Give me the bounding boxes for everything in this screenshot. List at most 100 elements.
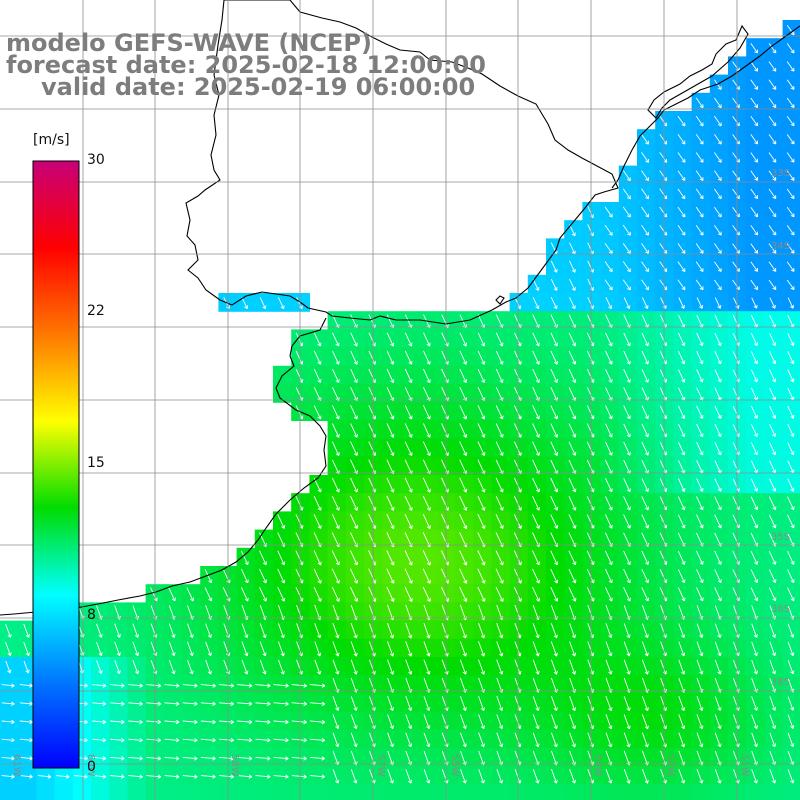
wind-cell xyxy=(327,566,347,585)
wind-cell xyxy=(764,365,784,385)
wind-cell xyxy=(673,274,693,294)
wind-arrow xyxy=(732,405,740,419)
wind-arrow xyxy=(387,641,395,657)
wind-arrow xyxy=(422,550,431,566)
wind-arrow xyxy=(273,701,289,707)
wind-cell xyxy=(582,748,602,767)
wind-arrow xyxy=(259,297,267,310)
wind-cell xyxy=(600,420,620,440)
wind-arrow xyxy=(92,701,107,706)
wind-arrow xyxy=(350,769,358,784)
wind-cell xyxy=(163,711,183,731)
wind-arrow xyxy=(219,719,234,725)
wind-arrow xyxy=(677,225,686,236)
wind-cell xyxy=(509,384,529,403)
wind-cell xyxy=(782,475,800,494)
wind-arrow xyxy=(313,368,322,383)
wind-cell xyxy=(564,347,583,367)
wind-cell xyxy=(655,402,674,421)
wind-arrow xyxy=(496,696,504,711)
wind-cell xyxy=(673,638,693,658)
wind-cell xyxy=(764,729,784,749)
wind-arrow xyxy=(714,569,722,584)
wind-cell xyxy=(709,202,729,221)
wind-arrow xyxy=(404,350,413,365)
wind-arrow xyxy=(569,623,577,639)
wind-arrow xyxy=(313,405,322,420)
wind-arrow xyxy=(331,568,340,584)
wind-arrow xyxy=(1,701,15,706)
wind-cell xyxy=(109,693,128,713)
wind-arrow xyxy=(422,513,431,530)
wind-cell xyxy=(163,784,183,800)
wind-cell xyxy=(18,675,37,694)
wind-arrow xyxy=(786,188,795,200)
wind-arrow xyxy=(182,738,198,743)
wind-cell xyxy=(746,111,765,130)
wind-arrow xyxy=(96,623,103,638)
wind-cell xyxy=(236,602,256,622)
wind-cell xyxy=(509,584,529,603)
wind-cell xyxy=(236,675,256,694)
wind-arrow xyxy=(350,641,358,657)
wind-cell xyxy=(382,566,401,585)
wind-cell xyxy=(782,711,800,731)
wind-arrow xyxy=(309,719,326,725)
wind-cell xyxy=(291,511,310,531)
wind-cell xyxy=(673,202,693,221)
wind-cell xyxy=(418,493,438,512)
wind-arrow xyxy=(532,623,540,639)
wind-cell xyxy=(527,638,547,658)
wind-arrow xyxy=(678,641,686,657)
wind-arrow xyxy=(495,514,504,529)
wind-cell xyxy=(582,620,602,640)
wind-cell xyxy=(163,657,183,676)
wind-arrow xyxy=(19,774,33,779)
wind-cell xyxy=(655,475,674,494)
wind-cell xyxy=(600,547,620,567)
wind-cell xyxy=(600,657,620,676)
wind-cell xyxy=(728,256,747,276)
wind-arrow xyxy=(532,350,540,365)
wind-cell xyxy=(709,365,729,385)
wind-arrow xyxy=(787,333,795,346)
wind-cell xyxy=(455,493,474,512)
wind-arrow xyxy=(732,333,740,346)
wind-arrow xyxy=(751,732,758,748)
wind-arrow xyxy=(750,152,759,163)
wind-cell xyxy=(709,147,729,167)
wind-cell xyxy=(455,620,474,640)
grid-label-latitude: 35S xyxy=(771,532,790,543)
wind-cell xyxy=(182,657,201,676)
wind-arrow xyxy=(404,477,413,493)
grid-label-longitude: 54W xyxy=(592,754,603,777)
wind-arrow xyxy=(350,368,358,383)
wind-arrow xyxy=(750,514,759,529)
wind-arrow xyxy=(200,701,216,706)
wind-cell xyxy=(254,620,274,640)
wind-cell xyxy=(709,493,729,512)
wind-cell xyxy=(673,566,693,585)
wind-cell xyxy=(36,784,56,800)
wind-arrow xyxy=(128,774,143,779)
wind-cell xyxy=(746,129,765,148)
wind-arrow xyxy=(495,423,504,438)
wind-arrow xyxy=(386,495,395,511)
wind-arrow xyxy=(532,332,540,347)
wind-arrow xyxy=(404,513,413,530)
wind-arrow xyxy=(714,170,722,181)
wind-cell xyxy=(709,711,729,731)
wind-cell xyxy=(673,675,693,694)
wind-arrow xyxy=(696,569,704,584)
wind-arrow xyxy=(19,737,33,743)
wind-arrow xyxy=(768,243,777,254)
wind-arrow xyxy=(477,477,486,493)
grid-label-latitude: 36S xyxy=(771,604,790,615)
wind-cell xyxy=(254,729,274,749)
wind-arrow xyxy=(696,297,704,309)
wind-cell xyxy=(637,511,656,531)
wind-cell xyxy=(691,766,711,785)
wind-cell xyxy=(546,638,565,658)
wind-arrow xyxy=(750,97,759,109)
wind-cell xyxy=(691,293,711,312)
